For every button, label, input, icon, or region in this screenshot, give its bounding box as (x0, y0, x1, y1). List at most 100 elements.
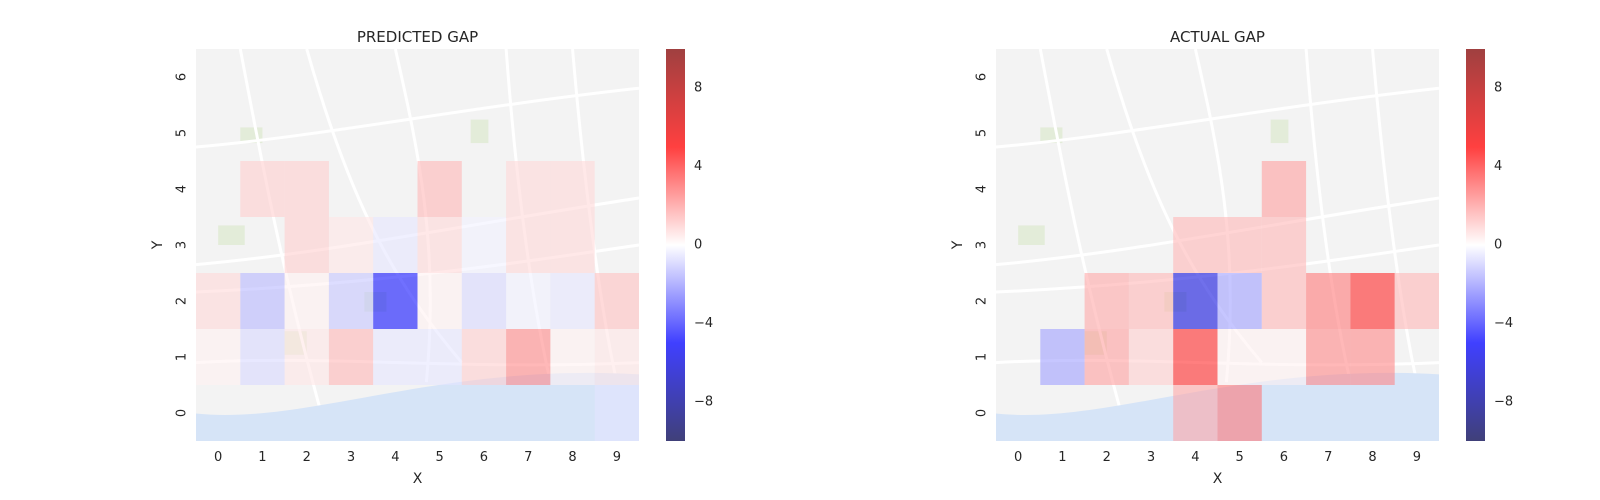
heatmap-cell (550, 329, 595, 385)
chart-title: PREDICTED GAP (357, 28, 478, 46)
x-tick-label: 7 (524, 450, 532, 465)
actual-gap-panel: ACTUAL GAP 0 1 2 3 4 5 6 7 8 9 X 0 1 2 3 4 5 6 Y 8 4 0 −4 −8 (800, 0, 1600, 500)
x-tick-label: 1 (258, 450, 266, 465)
heatmap-cell (373, 217, 418, 273)
colorbar-tick-label: 0 (694, 238, 702, 253)
colorbar-tick-label: 4 (1494, 159, 1502, 174)
heatmap-cell (1084, 273, 1129, 329)
y-tick-label: 2 (975, 297, 990, 305)
heatmap-cell (1173, 385, 1218, 441)
heatmap-cell (506, 329, 551, 385)
heatmap-cell (461, 273, 507, 329)
heatmap-cell (1128, 273, 1174, 329)
heatmap-cell (1261, 161, 1307, 217)
heatmap-cell (240, 161, 285, 217)
map-river (196, 372, 639, 441)
x-tick-label: 4 (1191, 450, 1199, 465)
map-park (470, 119, 489, 144)
x-axis-label: X (413, 471, 423, 487)
heatmap-cell (1350, 273, 1395, 329)
heatmap-cell (550, 273, 595, 329)
heatmap-cell (1217, 329, 1262, 385)
heatmap-cell (373, 329, 418, 385)
heatmap-cell (1084, 329, 1129, 385)
x-tick-label: 7 (1324, 450, 1332, 465)
heatmap-cell (1217, 217, 1262, 273)
x-tick-label: 6 (1280, 450, 1288, 465)
colorbar (666, 49, 685, 441)
x-tick-label: 5 (1236, 450, 1244, 465)
heatmap-cell (506, 161, 551, 217)
heatmap-cell (594, 329, 639, 385)
colorbar-tick-label: 8 (694, 81, 702, 96)
heatmap-cell (506, 273, 551, 329)
heatmap-cell (1306, 273, 1351, 329)
colorbar-tick-label: 4 (694, 159, 702, 174)
colorbar-tick-label: −8 (1494, 394, 1513, 409)
y-tick-label: 2 (175, 297, 190, 305)
heatmap-cell (461, 217, 507, 273)
heatmap-cell (1261, 217, 1307, 273)
heatmap-cell (1350, 329, 1395, 385)
colorbar-tick-label: −8 (694, 394, 713, 409)
x-tick-label: 8 (1368, 450, 1376, 465)
predicted-gap-panel: PREDICTED GAP 0 1 2 3 4 5 6 7 8 9 X 0 1 2 3 4 5 6 Y 8 4 0 −4 −8 (150, 28, 713, 487)
heatmap-cell (594, 385, 639, 441)
y-tick-label: 3 (175, 241, 190, 249)
heatmap-cell (1261, 329, 1307, 385)
heatmap-cell (1173, 273, 1218, 329)
map-park (1270, 119, 1289, 144)
colorbar-tick-label: 8 (1494, 81, 1502, 96)
y-tick-label: 5 (175, 129, 190, 137)
heatmap-cells (1040, 161, 1439, 441)
heatmap-cells (196, 161, 639, 441)
x-tick-label: 4 (391, 450, 399, 465)
x-tick-label: 2 (303, 450, 311, 465)
heatmap-cell (1306, 329, 1351, 385)
heatmap-cell (506, 217, 551, 273)
heatmap-cell (284, 217, 329, 273)
heatmap-cell (328, 273, 374, 329)
map-road (1371, 48, 1419, 383)
x-tick-label: 3 (1147, 450, 1155, 465)
x-axis-label: X (1213, 471, 1223, 487)
heatmap-cell (373, 273, 418, 329)
y-tick-label: 4 (175, 185, 190, 193)
heatmap-cell (328, 329, 374, 385)
x-tick-label: 1 (1058, 450, 1066, 465)
heatmap-cell (1217, 273, 1262, 329)
x-tick-label: 0 (1014, 450, 1022, 465)
heatmap-cell (284, 161, 329, 217)
x-tick-label: 9 (1413, 450, 1421, 465)
heatmap-cell (1128, 329, 1174, 385)
heatmap-cell (1040, 329, 1085, 385)
x-tick-label: 9 (613, 450, 621, 465)
y-tick-label: 3 (975, 241, 990, 249)
heatmap-cell (1394, 273, 1439, 329)
colorbar-tick-label: −4 (694, 316, 713, 331)
y-axis-label: Y (150, 240, 166, 250)
heatmap-cell (240, 273, 285, 329)
heatmap-cell (550, 161, 595, 217)
map-park (1018, 225, 1045, 245)
heatmap-cell (328, 217, 374, 273)
y-axis-label: Y (950, 240, 966, 250)
y-tick-label: 6 (175, 73, 190, 81)
heatmap-cell (1261, 273, 1307, 329)
y-tick-label: 1 (975, 353, 990, 361)
map-road (195, 86, 640, 149)
heatmap-cell (240, 329, 285, 385)
x-tick-label: 3 (347, 450, 355, 465)
heatmap-cell (417, 161, 462, 217)
x-tick-label: 8 (568, 450, 576, 465)
actual-gap-chart: ACTUAL GAP 0 1 2 3 4 5 6 7 8 9 X 0 1 2 3 4 5 6 Y 8 4 0 −4 −8 (950, 28, 1513, 487)
heatmap-cell (594, 273, 639, 329)
heatmap-cell (196, 329, 241, 385)
y-tick-label: 1 (175, 353, 190, 361)
heatmap-cell (417, 273, 462, 329)
heatmap-cell (550, 217, 595, 273)
y-tick-label: 0 (175, 409, 190, 417)
heatmap-cell (461, 329, 507, 385)
predicted-gap-chart: PREDICTED GAP 0 1 2 3 4 5 6 7 8 9 X 0 1 2 3 4 5 6 Y 8 4 0 −4 −8 (150, 28, 713, 487)
y-tick-label: 4 (975, 185, 990, 193)
